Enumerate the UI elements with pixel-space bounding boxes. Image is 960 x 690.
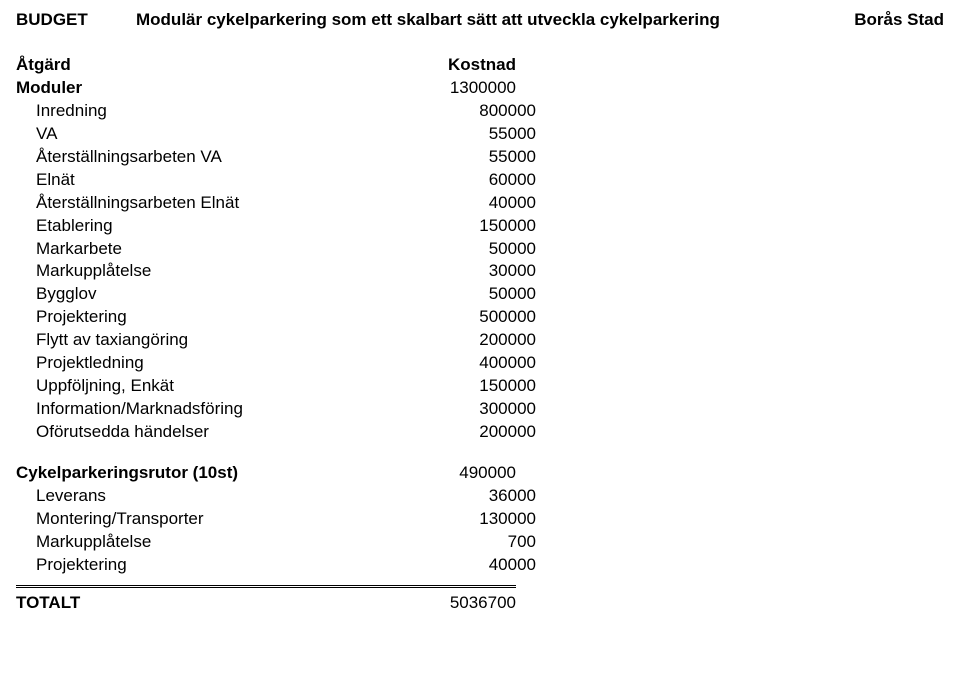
- item-label: Inredning: [16, 100, 356, 123]
- item-label: Information/Marknadsföring: [16, 398, 356, 421]
- item-label: Bygglov: [16, 283, 356, 306]
- item-label: VA: [16, 123, 356, 146]
- section-title-row: Moduler 1300000: [16, 77, 536, 100]
- item-label: Oförutsedda händelser: [16, 421, 356, 444]
- section-title: Cykelparkeringsrutor (10st): [16, 462, 336, 485]
- line-item: Bygglov50000: [16, 283, 536, 306]
- budget-table: Åtgärd Kostnad Moduler 1300000 Inredning…: [16, 54, 536, 615]
- item-label: Flytt av taxiangöring: [16, 329, 356, 352]
- item-label: Återställningsarbeten VA: [16, 146, 356, 169]
- total-label: TOTALT: [16, 592, 336, 615]
- column-headers: Åtgärd Kostnad: [16, 54, 536, 77]
- item-value: 800000: [356, 100, 536, 123]
- col-header-action: Åtgärd: [16, 54, 336, 77]
- item-label: Etablering: [16, 215, 356, 238]
- line-item: Inredning800000: [16, 100, 536, 123]
- line-item: Oförutsedda händelser200000: [16, 421, 536, 444]
- header-budget-label: BUDGET: [16, 10, 136, 30]
- line-item: Projektering40000: [16, 554, 536, 577]
- total-row: TOTALT 5036700: [16, 588, 536, 615]
- line-item: Projektledning400000: [16, 352, 536, 375]
- item-label: Projektledning: [16, 352, 356, 375]
- line-item: Återställningsarbeten VA55000: [16, 146, 536, 169]
- line-item: Markupplåtelse700: [16, 531, 536, 554]
- section-title-row: Cykelparkeringsrutor (10st) 490000: [16, 462, 536, 485]
- item-value: 50000: [356, 283, 536, 306]
- item-label: Leverans: [16, 485, 356, 508]
- item-value: 30000: [356, 260, 536, 283]
- line-item: Leverans36000: [16, 485, 536, 508]
- item-value: 50000: [356, 238, 536, 261]
- item-value: 300000: [356, 398, 536, 421]
- line-item: Projektering500000: [16, 306, 536, 329]
- item-label: Projektering: [16, 554, 356, 577]
- item-label: Projektering: [16, 306, 356, 329]
- section-title-value: 1300000: [336, 77, 516, 100]
- item-value: 36000: [356, 485, 536, 508]
- line-item: Markarbete50000: [16, 238, 536, 261]
- line-item: Flytt av taxiangöring200000: [16, 329, 536, 352]
- section-gap: [16, 444, 536, 462]
- budget-page: BUDGET Modulär cykelparkering som ett sk…: [0, 0, 960, 615]
- section-title: Moduler: [16, 77, 336, 100]
- item-value: 55000: [356, 123, 536, 146]
- item-value: 500000: [356, 306, 536, 329]
- item-label: Markupplåtelse: [16, 531, 356, 554]
- item-value: 400000: [356, 352, 536, 375]
- item-value: 200000: [356, 329, 536, 352]
- total-value: 5036700: [336, 592, 516, 615]
- item-label: Montering/Transporter: [16, 508, 356, 531]
- line-item: Elnät60000: [16, 169, 536, 192]
- item-label: Elnät: [16, 169, 356, 192]
- item-value: 700: [356, 531, 536, 554]
- section-title-value: 490000: [336, 462, 516, 485]
- item-label: Markarbete: [16, 238, 356, 261]
- line-item: Markupplåtelse30000: [16, 260, 536, 283]
- item-value: 60000: [356, 169, 536, 192]
- col-header-cost: Kostnad: [336, 54, 516, 77]
- line-item: Etablering150000: [16, 215, 536, 238]
- item-value: 150000: [356, 375, 536, 398]
- line-item: Information/Marknadsföring300000: [16, 398, 536, 421]
- item-value: 40000: [356, 554, 536, 577]
- item-label: Markupplåtelse: [16, 260, 356, 283]
- item-label: Återställningsarbeten Elnät: [16, 192, 356, 215]
- line-item: Montering/Transporter130000: [16, 508, 536, 531]
- item-value: 200000: [356, 421, 536, 444]
- item-value: 130000: [356, 508, 536, 531]
- item-value: 150000: [356, 215, 536, 238]
- item-label: Uppföljning, Enkät: [16, 375, 356, 398]
- header-org: Borås Stad: [804, 10, 944, 30]
- line-item: VA55000: [16, 123, 536, 146]
- item-value: 55000: [356, 146, 536, 169]
- item-value: 40000: [356, 192, 536, 215]
- page-header: BUDGET Modulär cykelparkering som ett sk…: [16, 10, 944, 30]
- line-item: Uppföljning, Enkät150000: [16, 375, 536, 398]
- line-item: Återställningsarbeten Elnät40000: [16, 192, 536, 215]
- header-title: Modulär cykelparkering som ett skalbart …: [136, 10, 804, 30]
